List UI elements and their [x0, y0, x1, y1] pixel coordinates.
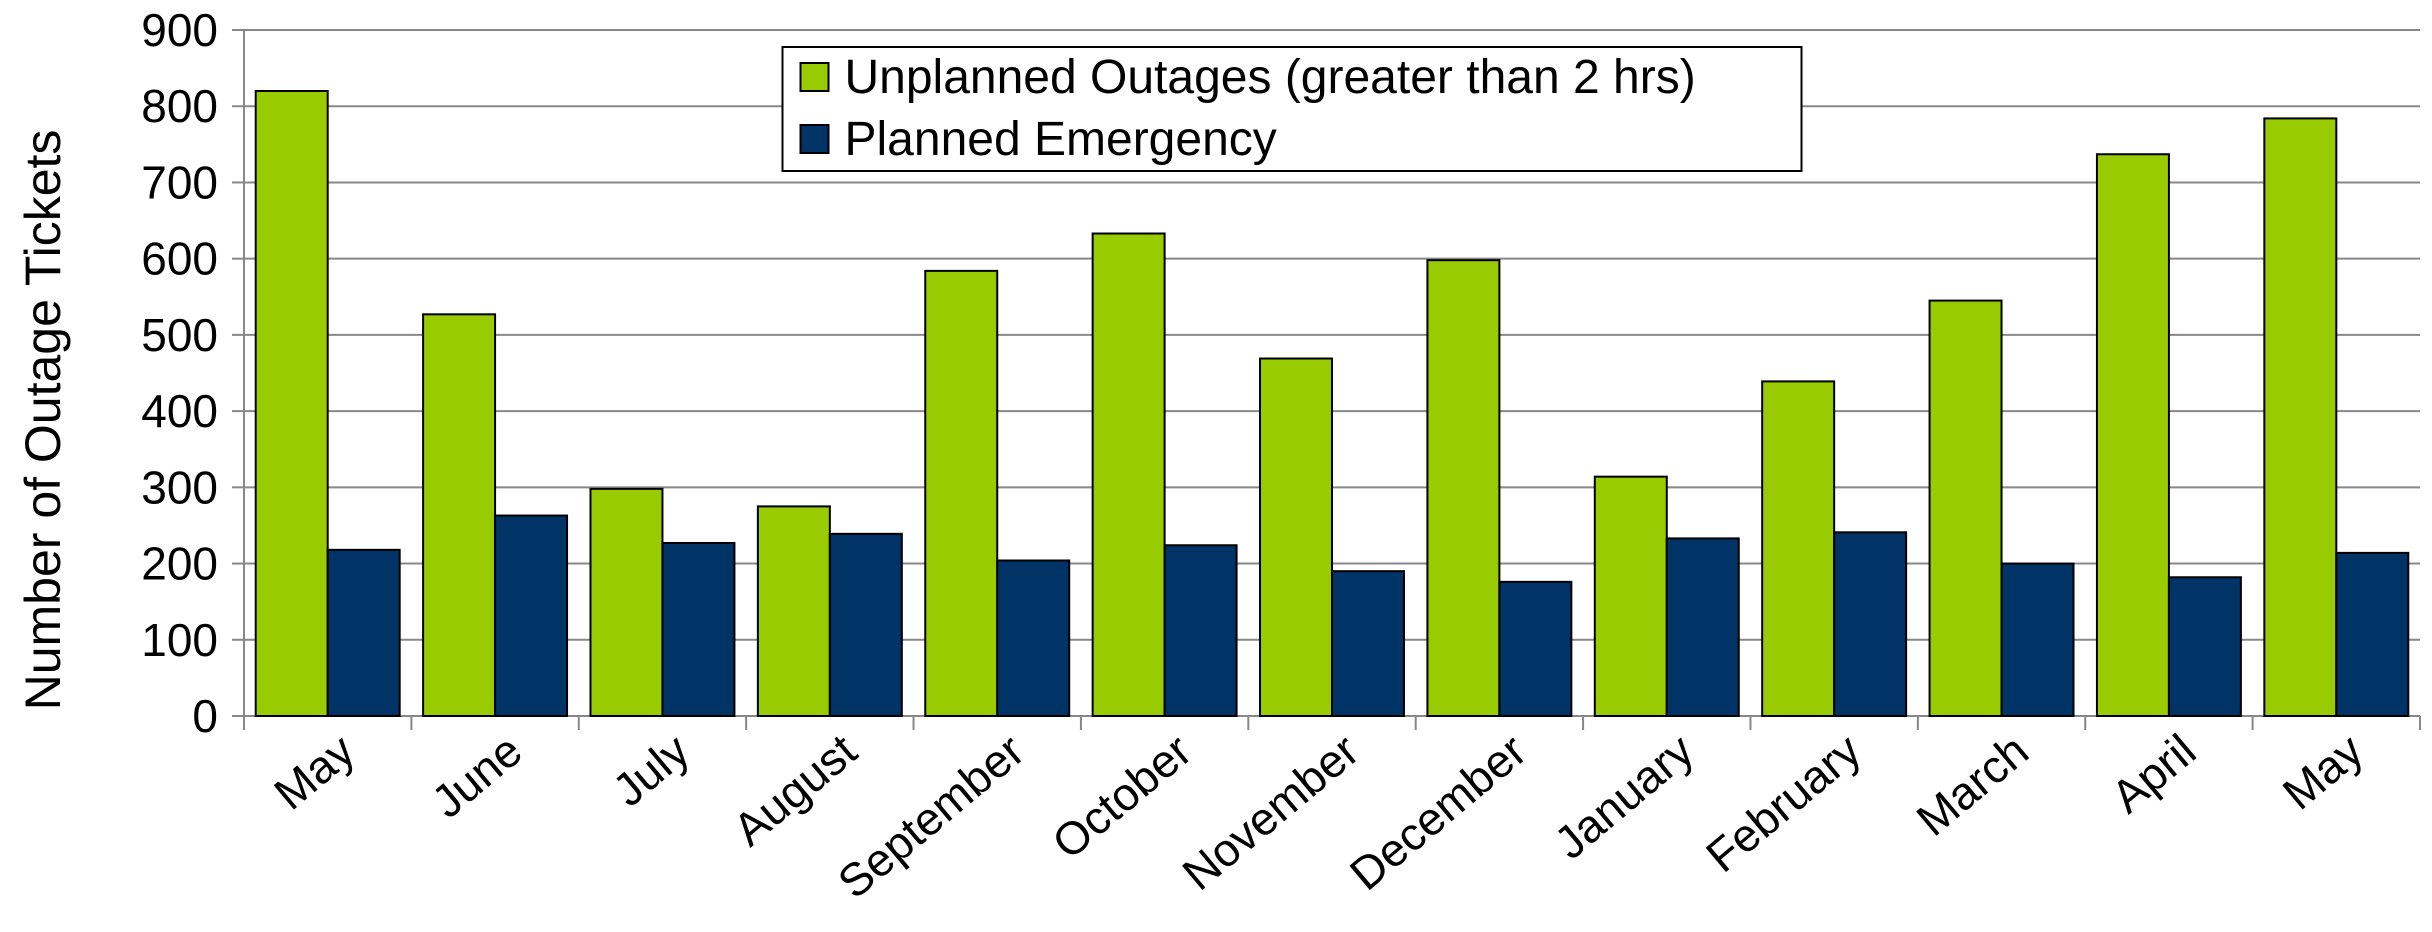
- legend-swatch: [799, 124, 830, 154]
- y-tick-label: 400: [141, 385, 218, 437]
- bar: [756, 505, 831, 717]
- bar: [422, 313, 497, 717]
- x-tick-label: November: [1172, 724, 1368, 900]
- bar: [589, 487, 664, 718]
- legend-label: Unplanned Outages (greater than 2 hrs): [845, 51, 1696, 104]
- bar: [1665, 537, 1740, 717]
- bar: [661, 541, 736, 718]
- bar: [2095, 153, 2170, 717]
- bar: [1163, 544, 1238, 717]
- y-tick-label: 200: [141, 538, 218, 590]
- legend-swatch: [799, 62, 830, 92]
- y-tick-label: 0: [192, 690, 218, 742]
- bar: [1426, 259, 1501, 717]
- y-tick-label: 600: [141, 233, 218, 285]
- legend-label: Planned Emergency: [845, 113, 1277, 166]
- x-tick-label: October: [1042, 724, 1201, 869]
- x-tick-label: August: [723, 724, 866, 856]
- y-tick-label: 700: [141, 156, 218, 208]
- bar: [326, 548, 401, 718]
- bar: [924, 269, 999, 717]
- y-axis-label: Number of Outage Tickets: [15, 130, 71, 711]
- bar: [1593, 475, 1668, 718]
- x-tick-label: May: [2273, 724, 2373, 820]
- bar: [2167, 576, 2242, 718]
- bar: [1091, 232, 1166, 717]
- x-tick-label: January: [1544, 724, 1703, 869]
- y-tick-label: 800: [141, 80, 218, 132]
- x-tick-label: March: [1907, 724, 2038, 846]
- bar: [996, 559, 1071, 717]
- bar: [828, 532, 903, 718]
- bar: [494, 514, 569, 718]
- x-tick-label: September: [828, 724, 1034, 908]
- bar: [1761, 380, 1836, 717]
- x-tick-label: July: [603, 724, 699, 816]
- legend: Unplanned Outages (greater than 2 hrs) Pl…: [781, 46, 1803, 172]
- bar: [1331, 570, 1405, 718]
- y-tick-label: 900: [141, 4, 218, 56]
- legend-box: [781, 46, 1803, 172]
- bar: [1259, 357, 1334, 717]
- x-tick-label: February: [1696, 724, 1870, 882]
- bar: [2000, 562, 2075, 717]
- bar: [2263, 117, 2338, 717]
- bar: [2335, 551, 2410, 718]
- bar: [1498, 580, 1573, 717]
- x-tick-label: December: [1340, 724, 1536, 900]
- x-tick-label: June: [422, 724, 532, 828]
- y-tick-label: 300: [141, 461, 218, 513]
- x-tick-label: April: [2101, 724, 2205, 823]
- bar: [1928, 299, 2003, 717]
- bar: [1833, 531, 1908, 717]
- y-tick-label: 500: [141, 309, 218, 361]
- bar: [254, 89, 329, 717]
- y-tick-label: 100: [141, 614, 218, 666]
- x-tick-label: May: [264, 724, 364, 820]
